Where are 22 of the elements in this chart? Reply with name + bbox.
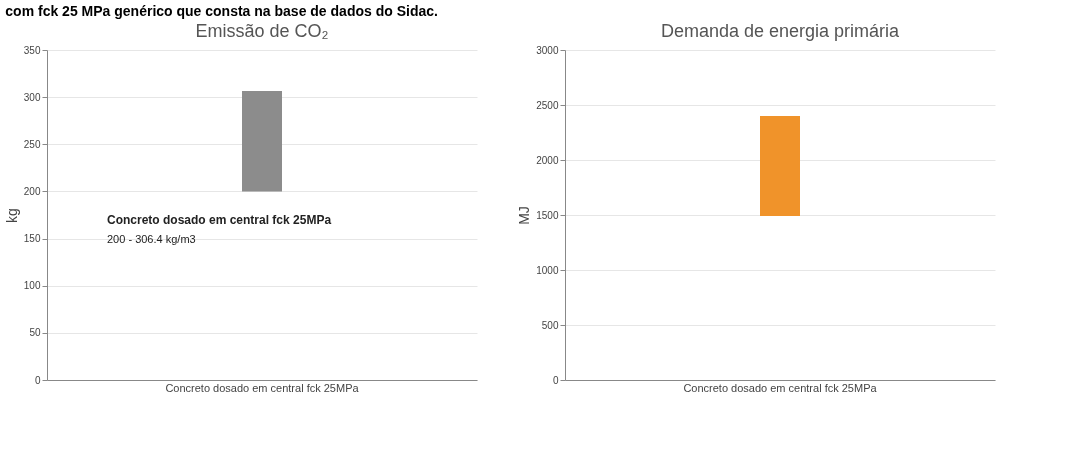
text: com fck 25 MPa genérico que consta na base de dados do Sidac. bbox=[5, 3, 438, 19]
annotation: Concreto dosado em central fck 25MPa bbox=[107, 213, 332, 227]
y-tick-label: 100 bbox=[23, 280, 41, 292]
annotation: 200 - 306.4 kg/m3 bbox=[107, 233, 196, 245]
y-tick-label: 200 bbox=[23, 185, 41, 197]
y-tick-label: 0 bbox=[552, 374, 559, 386]
y-tick-label: 300 bbox=[23, 91, 41, 103]
y-tick-label: 3000 bbox=[536, 44, 559, 56]
chart-title: Demanda de energia primária bbox=[660, 21, 901, 41]
y-tick-label: 250 bbox=[23, 138, 41, 150]
y-axis-title: kg bbox=[3, 208, 20, 223]
y-tick-label: 0 bbox=[34, 374, 41, 386]
y-tick-label: 1500 bbox=[536, 209, 559, 221]
chart-title: Emissão de CO₂ bbox=[195, 21, 329, 41]
y-tick-label: 350 bbox=[23, 44, 41, 56]
y-tick-label: 2000 bbox=[536, 154, 559, 166]
y-axis-title: MJ bbox=[516, 206, 533, 225]
y-tick-label: 500 bbox=[541, 319, 559, 331]
y-tick-label: 50 bbox=[29, 327, 41, 339]
y-tick-label: 150 bbox=[23, 233, 41, 245]
y-tick-label: 2500 bbox=[536, 99, 559, 111]
y-tick-label: 1000 bbox=[536, 264, 559, 276]
